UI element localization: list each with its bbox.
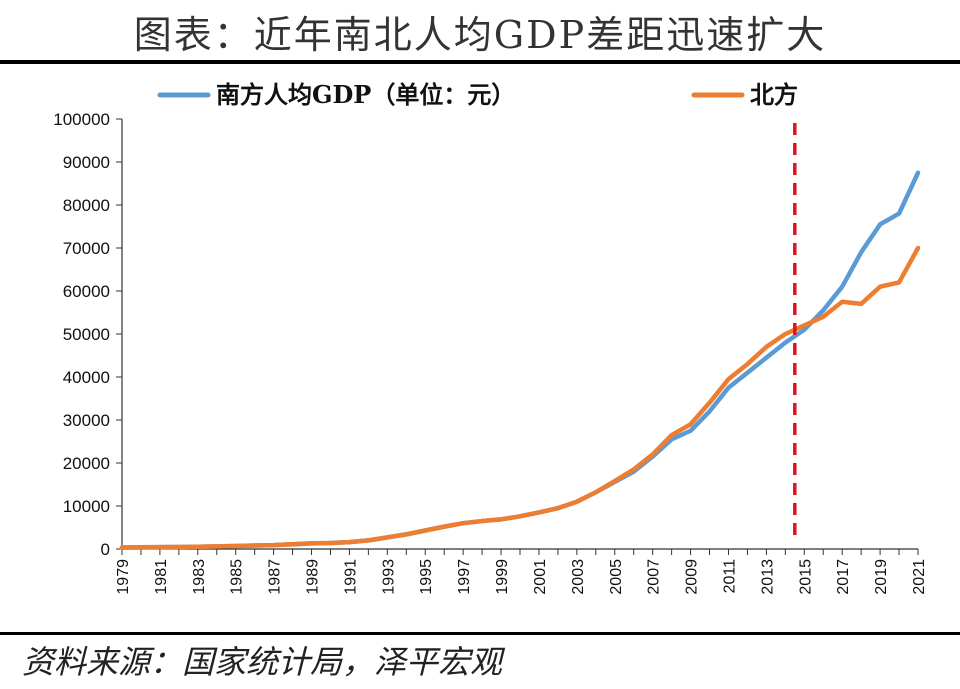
x-tick-label: 2019 [873,559,890,595]
x-tick-label: 1999 [494,559,511,595]
x-tick-label: 2009 [684,559,701,595]
y-tick-label: 10000 [63,497,110,516]
series-line-north [119,245,921,550]
x-tick-label: 1985 [229,559,246,595]
y-tick-label: 40000 [63,368,110,387]
x-tick-label: 2003 [570,559,587,595]
page-title: 图表：近年南北人均GDP差距迅速扩大 [133,13,827,57]
chart-legend: 南方人均GDP（单位：元） 北方 [157,80,798,109]
source-note: 资料来源：国家统计局，泽平宏观 [22,643,503,681]
x-tick-label: 2001 [532,559,549,595]
y-tick-label: 90000 [63,153,110,172]
footer-divider [0,632,960,635]
y-tick-label: 80000 [63,196,110,215]
x-tick-label: 2011 [721,559,738,594]
x-tick-label: 1995 [418,559,435,595]
y-tick-label: 50000 [63,325,110,344]
series-line-south [119,170,921,550]
x-tick-label: 1987 [267,559,284,595]
y-tick-label: 100000 [53,110,110,129]
x-tick-label: 2021 [911,559,928,595]
y-tick-label: 30000 [63,411,110,430]
x-tick-label: 1989 [305,559,322,595]
x-tick-label: 2013 [759,559,776,595]
x-tick-label: 1979 [115,559,132,595]
title-divider [0,60,960,64]
x-tick-label: 1997 [456,559,473,595]
x-tick-label: 1981 [153,559,170,595]
x-tick-label: 2017 [835,559,852,595]
legend-label-south: 南方人均GDP（单位：元） [216,80,515,109]
y-tick-label: 60000 [63,282,110,301]
y-tick-label: 70000 [63,239,110,258]
x-tick-label: 2005 [608,559,625,595]
x-tick-label: 1991 [342,559,359,595]
x-tick-label: 2007 [646,559,663,595]
legend-label-north: 北方 [750,80,798,109]
x-tick-label: 2015 [797,559,814,595]
chart-series [119,170,921,550]
line-chart: 南方人均GDP（单位：元） 北方 0 10000 20000 30000 40000 500… [53,80,928,595]
y-tick-label: 20000 [63,454,110,473]
chart-axes: 0 10000 20000 30000 40000 50000 60000 70000 8000… [53,110,928,595]
x-tick-label: 1993 [380,559,397,595]
x-tick-label: 1983 [191,559,208,595]
y-tick-label: 0 [101,540,110,559]
